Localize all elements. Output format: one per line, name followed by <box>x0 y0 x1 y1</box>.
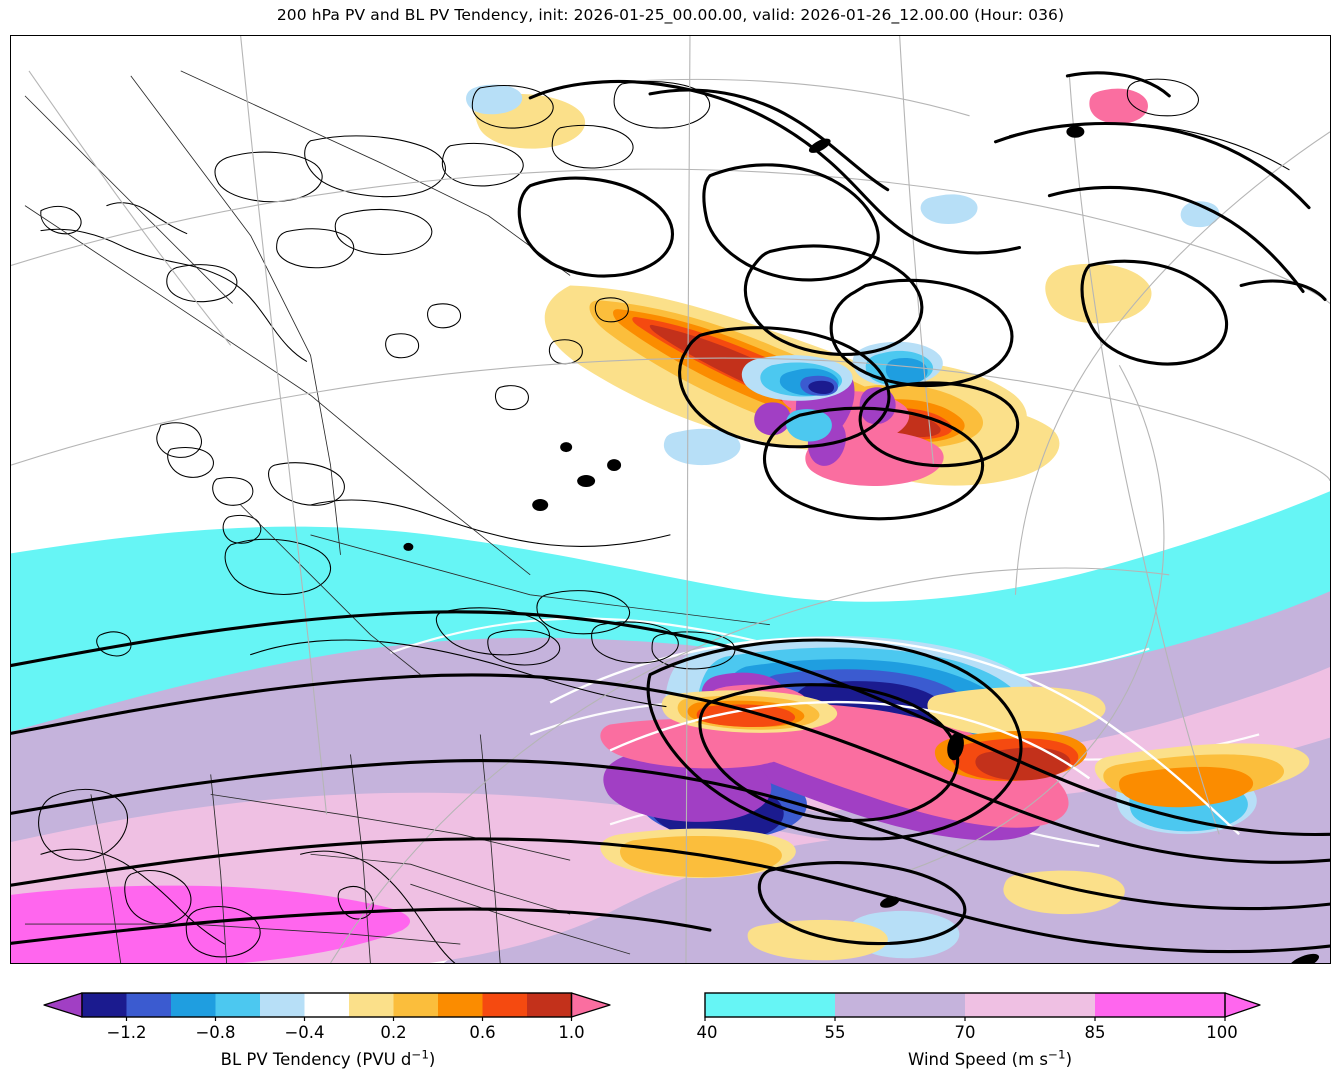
colorbar-wind-speed-title-text: Wind Speed (m s <box>908 1050 1049 1069</box>
cbar-pv-tick-3: 0.2 <box>380 1023 407 1042</box>
cbar-wind-tick-2: 70 <box>954 1023 976 1042</box>
colorbar-wind-speed[interactable]: 40 55 70 85 100 Wind Speed (m s−1) <box>696 988 1280 1084</box>
gridline-layer <box>11 36 1330 963</box>
cbar-wind-tick-1: 55 <box>824 1023 846 1042</box>
map-plot <box>11 36 1330 963</box>
coastline-layer <box>38 78 1290 963</box>
colorbar-pv-tendency[interactable]: −1.2 −0.8 −0.4 0.2 0.6 1.0 BL PV Tendenc… <box>36 988 620 1084</box>
pv-tendency-fill-layer <box>466 84 1220 486</box>
cbar-pv-tick-5: 1.0 <box>558 1023 585 1042</box>
cbar-wind-tick-0: 40 <box>696 1023 718 1042</box>
cbar-pv-tick-1: −0.8 <box>195 1023 236 1042</box>
cbar-pv-tick-4: 0.6 <box>469 1023 496 1042</box>
pv-contour-layer <box>11 71 1330 963</box>
cbar-pv-tick-0: −1.2 <box>106 1023 147 1042</box>
colorbar-pv-tendency-title-exponent: −1 <box>411 1047 429 1062</box>
cbar-wind-tick-4: 100 <box>1206 1023 1238 1042</box>
cbar-wind-tick-3: 85 <box>1084 1023 1106 1042</box>
colorbar-pv-tendency-title-text: BL PV Tendency (PVU d <box>220 1050 412 1069</box>
map-panel[interactable] <box>10 35 1331 964</box>
political-border-layer <box>24 70 770 963</box>
colorbar-wind-speed-gradient <box>704 992 1261 1021</box>
colorbar-pv-tendency-title-tail: ) <box>428 1050 436 1069</box>
cbar-pv-tick-2: −0.4 <box>284 1023 325 1042</box>
colorbar-wind-speed-title: Wind Speed (m s−1) <box>700 1047 1280 1070</box>
colorbar-pv-tendency-gradient <box>43 992 611 1021</box>
colorbar-wind-speed-title-tail: ) <box>1065 1050 1072 1069</box>
colorbar-pv-tendency-title: BL PV Tendency (PVU d−1) <box>36 1047 620 1070</box>
figure-title: 200 hPa PV and BL PV Tendency, init: 202… <box>276 6 1065 24</box>
colorbar-wind-speed-title-exponent: −1 <box>1048 1047 1066 1062</box>
